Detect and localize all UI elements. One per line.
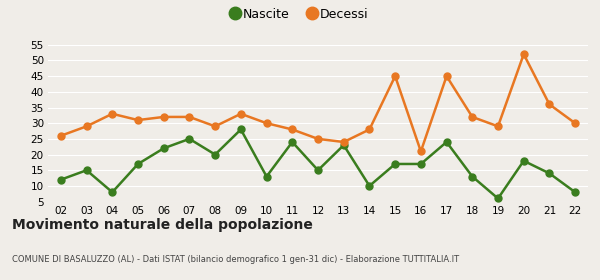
Line: Decessi: Decessi: [58, 51, 578, 155]
Decessi: [57, 134, 64, 137]
Nascite: [212, 153, 219, 156]
Decessi: [417, 150, 424, 153]
Decessi: [443, 74, 450, 78]
Nascite: [340, 143, 347, 147]
Decessi: [212, 125, 219, 128]
Nascite: [134, 162, 142, 166]
Decessi: [546, 103, 553, 106]
Nascite: [469, 175, 476, 178]
Nascite: [237, 128, 244, 131]
Nascite: [83, 169, 90, 172]
Decessi: [469, 115, 476, 119]
Nascite: [57, 178, 64, 181]
Nascite: [392, 162, 399, 166]
Nascite: [417, 162, 424, 166]
Decessi: [186, 115, 193, 119]
Nascite: [546, 172, 553, 175]
Decessi: [392, 74, 399, 78]
Nascite: [263, 175, 270, 178]
Nascite: [289, 140, 296, 144]
Decessi: [289, 128, 296, 131]
Decessi: [494, 125, 502, 128]
Decessi: [520, 53, 527, 56]
Decessi: [160, 115, 167, 119]
Decessi: [109, 112, 116, 115]
Decessi: [314, 137, 322, 141]
Decessi: [134, 118, 142, 122]
Nascite: [520, 159, 527, 162]
Nascite: [109, 190, 116, 194]
Text: COMUNE DI BASALUZZO (AL) - Dati ISTAT (bilancio demografico 1 gen-31 dic) - Elab: COMUNE DI BASALUZZO (AL) - Dati ISTAT (b…: [12, 255, 459, 264]
Decessi: [572, 122, 579, 125]
Nascite: [314, 169, 322, 172]
Nascite: [366, 184, 373, 188]
Nascite: [443, 140, 450, 144]
Nascite: [572, 190, 579, 194]
Line: Nascite: Nascite: [58, 126, 578, 202]
Decessi: [263, 122, 270, 125]
Nascite: [186, 137, 193, 141]
Nascite: [160, 147, 167, 150]
Legend: Nascite, Decessi: Nascite, Decessi: [232, 8, 368, 21]
Decessi: [237, 112, 244, 115]
Decessi: [83, 125, 90, 128]
Decessi: [340, 140, 347, 144]
Decessi: [366, 128, 373, 131]
Nascite: [494, 197, 502, 200]
Text: Movimento naturale della popolazione: Movimento naturale della popolazione: [12, 218, 313, 232]
